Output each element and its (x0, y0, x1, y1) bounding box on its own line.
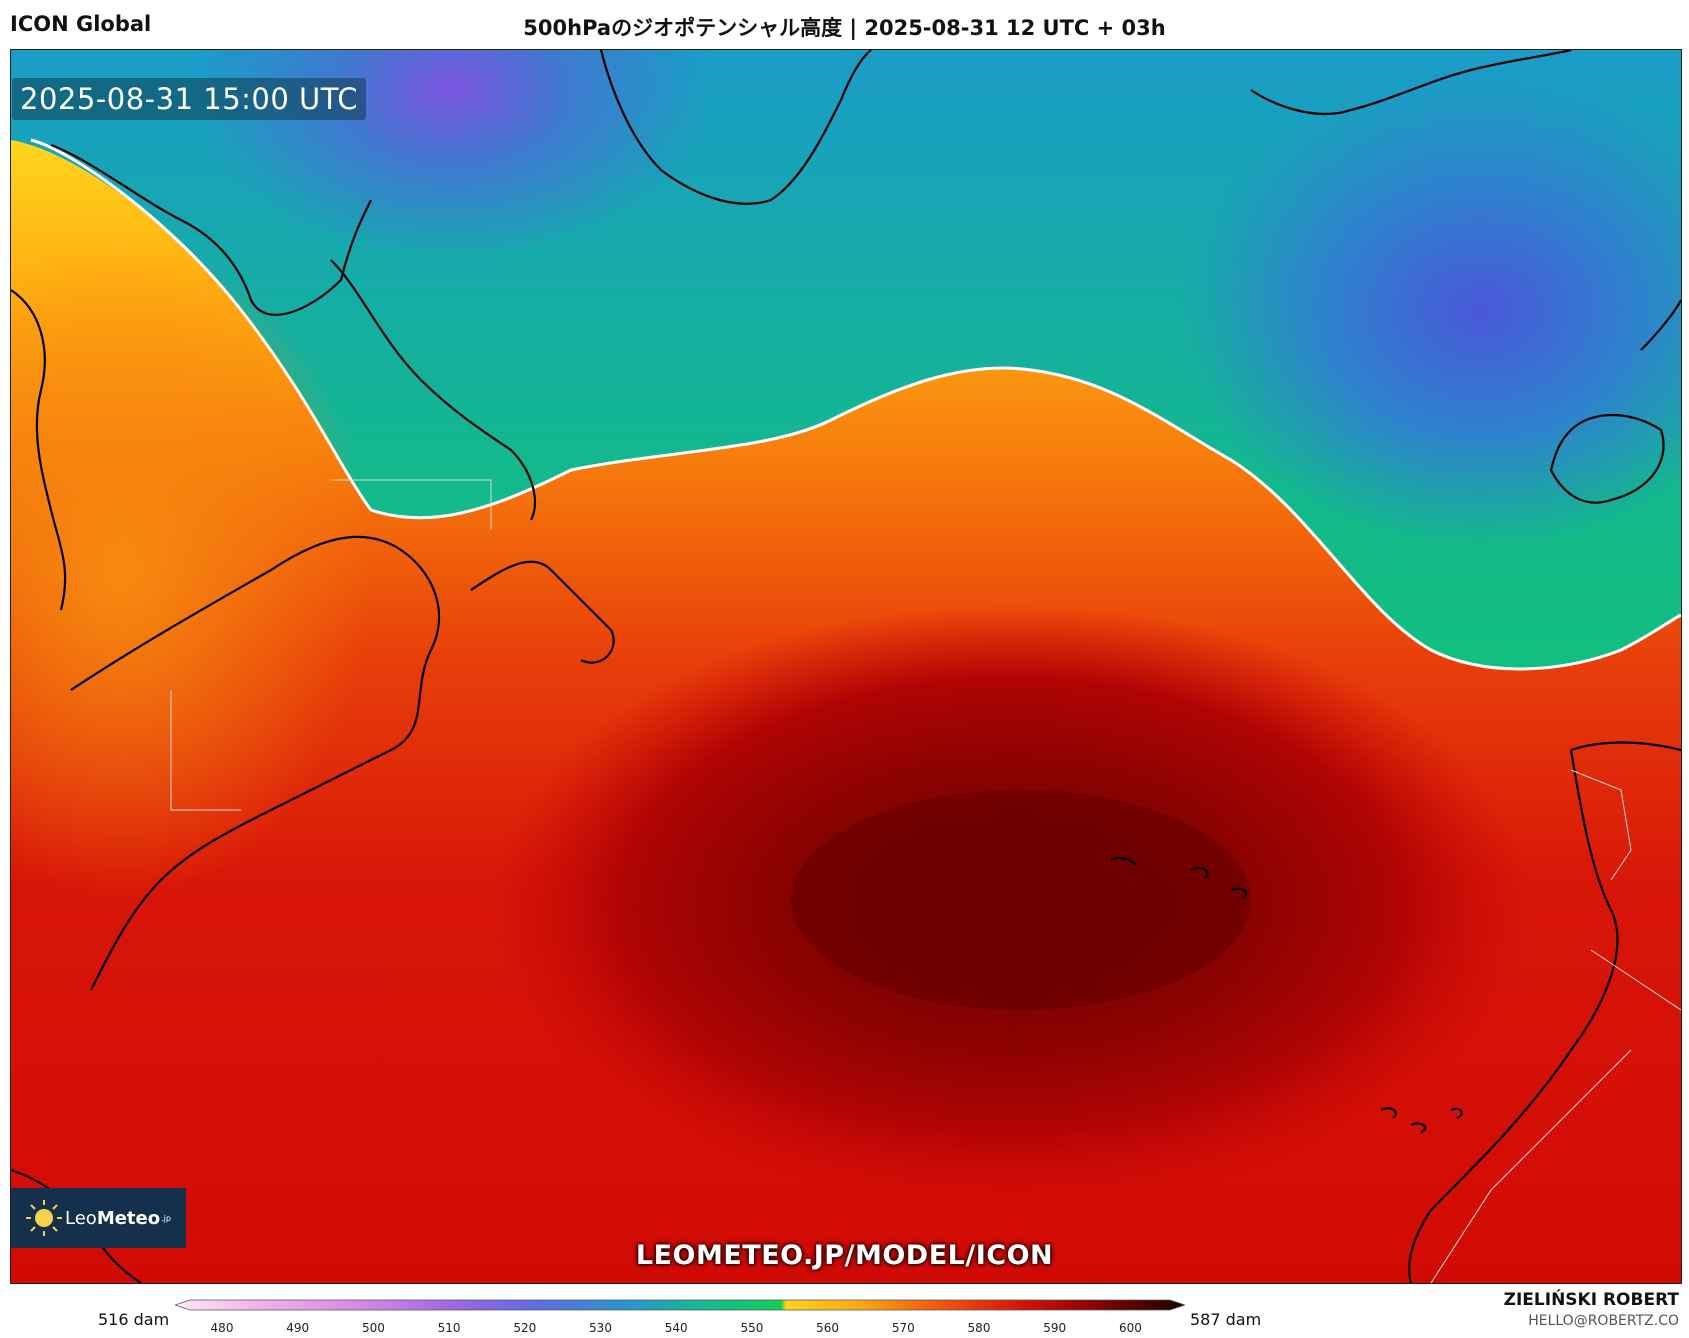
colorbar-tick-label: 490 (286, 1321, 309, 1335)
colorbar-tick-label: 520 (513, 1321, 536, 1335)
model-name: ICON Global (10, 12, 152, 36)
colorbar: 480 490 500 510 520 530 540 550 560 570 580 590 600 (175, 1299, 1185, 1335)
colorbar-tick-label: 530 (589, 1321, 612, 1335)
map-title: 500hPaのジオポテンシャル高度 | 2025-08-31 12 UTC + … (523, 16, 1166, 40)
low-east (1181, 70, 1681, 550)
colorbar-tick-label: 600 (1119, 1321, 1142, 1335)
height-field-map (11, 50, 1681, 1283)
colorbar-max-label: 587 dam (1190, 1310, 1262, 1329)
colorbar-tick-label: 540 (665, 1321, 688, 1335)
author-name: ZIELIŃSKI ROBERT (1503, 1290, 1679, 1310)
author-email[interactable]: HELLO@ROBERTZ.CO (1528, 1313, 1679, 1329)
valid-time-label: 2025-08-31 15:00 UTC (12, 78, 367, 120)
colorbar-tick-label: 590 (1043, 1321, 1066, 1335)
warm-west (11, 240, 371, 900)
colorbar-min-label: 516 dam (98, 1310, 170, 1329)
colorbar-tick-label: 500 (362, 1321, 385, 1335)
colorbar-tick-label: 570 (892, 1321, 915, 1335)
colorbar-tick-label: 580 (968, 1321, 991, 1335)
colorbar-tick-label: 550 (740, 1321, 763, 1335)
colorbar-tick-label: 480 (211, 1321, 234, 1335)
sun-icon (26, 1200, 62, 1236)
logo-text: LeoMeteo.jp (65, 1207, 171, 1229)
borders (170, 479, 1681, 1283)
site-url[interactable]: LEOMETEO.JP/MODEL/ICON (635, 1240, 1054, 1271)
colorbar-tick-label: 560 (816, 1321, 839, 1335)
coastlines (11, 50, 1681, 1283)
colorbar-ramp (175, 1299, 1185, 1311)
colorbar-tick-label: 510 (438, 1321, 461, 1335)
leometeo-logo[interactable]: LeoMeteo.jp (11, 1188, 186, 1248)
ridge-core-center (791, 790, 1251, 1010)
map-panel (10, 49, 1682, 1284)
